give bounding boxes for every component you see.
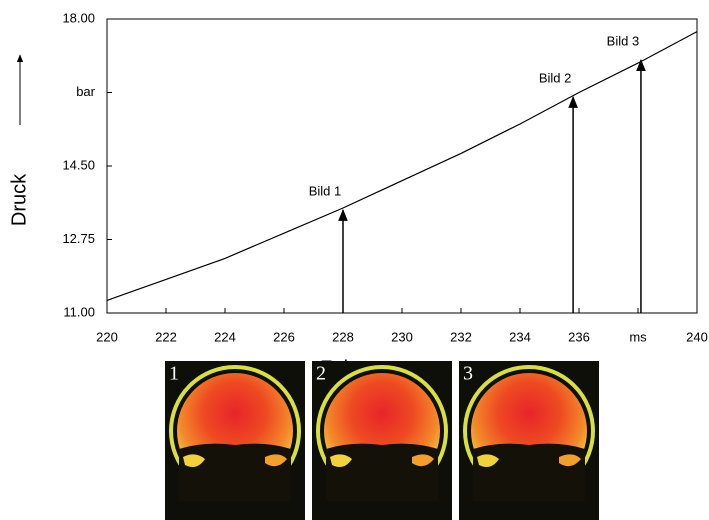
thumbnail [459,361,599,520]
x-tick-label: 222 [155,329,177,344]
annotation-label: Bild 1 [309,184,342,199]
x-tick-label: 224 [214,329,236,344]
y-axis-title: Druck [8,173,30,226]
x-tick-label: ms [629,329,647,344]
x-tick-label: 232 [450,329,472,344]
y-tick-label: 14.50 [62,157,95,172]
x-tick-label: 226 [273,329,295,344]
thumbnail-number: 3 [463,363,473,385]
y-tick-label: 18.00 [62,10,95,25]
y-tick-label: bar [76,84,95,99]
x-tick-label: 230 [391,329,413,344]
x-tick-label: 236 [568,329,590,344]
thumbnail-number: 1 [169,363,179,385]
data-line [106,31,698,301]
annotation-label: Bild 3 [607,34,640,49]
x-tick-label: 240 [686,329,708,344]
y-tick-label: 11.00 [63,304,95,319]
x-tick-label: 228 [332,329,354,344]
x-tick-label: 220 [96,329,118,344]
x-tick-label: 234 [509,329,531,344]
annotation-label: Bild 2 [539,71,572,86]
thumbnail [165,361,305,520]
y-tick-label: 12.75 [62,231,95,246]
thumbnail [312,361,452,520]
thumbnail-number: 2 [316,363,326,385]
